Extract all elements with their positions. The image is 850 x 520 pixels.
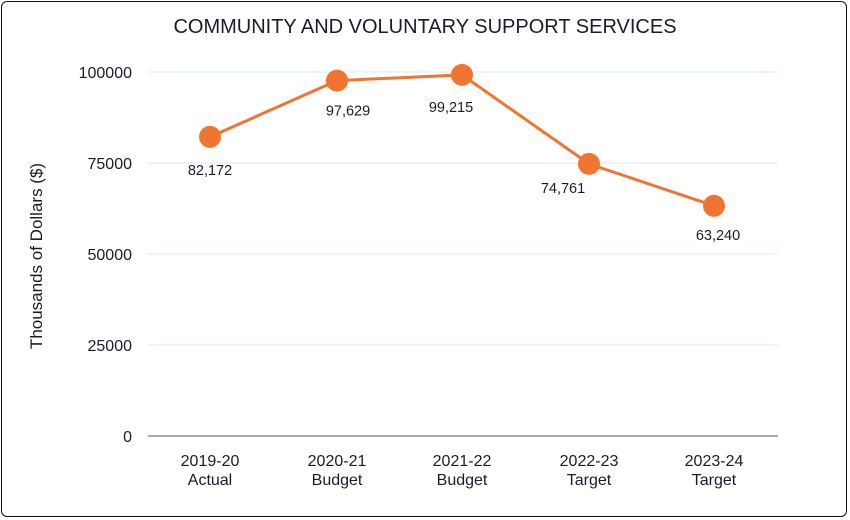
data-point (578, 152, 600, 175)
x-tick-label: Target (692, 472, 737, 489)
x-tick-label: 2023-24 (685, 453, 744, 470)
y-tick-label: 0 (123, 429, 132, 446)
x-tick-label: 2022-23 (560, 453, 619, 470)
y-tick-label: 25000 (88, 338, 133, 355)
x-tick-label: Target (567, 472, 612, 489)
data-label: 82,172 (188, 163, 232, 179)
x-tick-label: Budget (312, 472, 363, 489)
series-line (209, 73, 715, 208)
data-label-layer: 82,172 97,629 99,215 74,761 63,240 (188, 100, 740, 244)
data-label: 99,215 (429, 100, 473, 116)
data-point (703, 194, 725, 217)
chart-title: COMMUNITY AND VOLUNTARY SUPPORT SERVICES (173, 16, 676, 38)
data-point (326, 69, 348, 92)
y-tick-layer: 0 25000 50000 75000 100000 (79, 65, 132, 446)
x-tick-label: 2019-20 (181, 453, 240, 470)
data-label: 63,240 (696, 228, 740, 244)
y-axis-label: Thousands of Dollars ($) (27, 163, 46, 349)
x-tick-label: 2021-22 (433, 453, 492, 470)
grid-layer (148, 71, 778, 437)
x-tick-label: Actual (188, 472, 232, 489)
series-layer (199, 63, 725, 217)
data-label: 97,629 (326, 104, 370, 120)
x-tick-label: 2020-21 (308, 453, 367, 470)
x-tick-label: Budget (437, 472, 488, 489)
data-label: 74,761 (541, 181, 585, 197)
data-point (199, 125, 221, 148)
y-tick-label: 75000 (88, 156, 133, 173)
y-tick-label: 50000 (88, 247, 133, 264)
data-point (451, 63, 473, 86)
x-tick-layer: 2019-20 Actual 2020-21 Budget 2021-22 Budget 2… (181, 453, 744, 489)
y-tick-label: 100000 (79, 65, 132, 82)
